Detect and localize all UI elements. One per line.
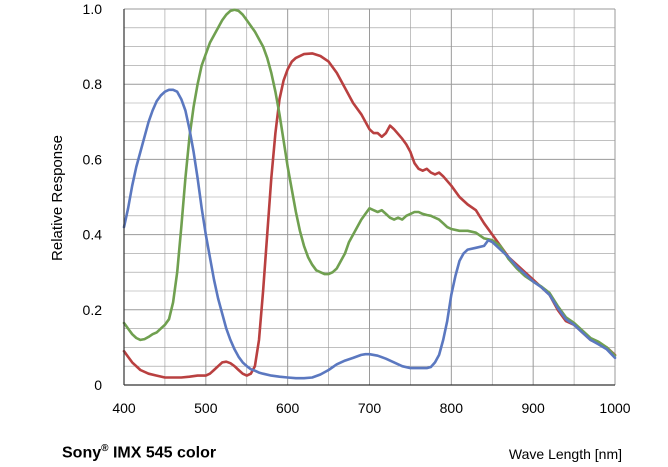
- y-tick-label: 0.8: [83, 76, 103, 92]
- y-tick-label: 0.6: [83, 151, 103, 167]
- x-axis-label: Wave Length [nm]: [508, 446, 622, 462]
- x-tick-label: 500: [194, 400, 218, 416]
- x-tick-label: 1000: [599, 400, 630, 416]
- y-tick-label: 1.0: [83, 1, 103, 17]
- caption-registered-mark: ®: [101, 443, 109, 454]
- sensor-caption: Sony® IMX 545 color: [62, 443, 216, 462]
- tick-labels: 400 500 600 700 800 900 1000 0 0.2 0.4 0.6 0.8 1.0: [83, 1, 631, 416]
- y-tick-label: 0: [94, 377, 102, 393]
- series-line-3: [122, 88, 617, 380]
- x-tick-label: 700: [358, 400, 382, 416]
- x-tick-label: 900: [521, 400, 545, 416]
- x-tick-label: 400: [112, 400, 136, 416]
- y-axis-label: Relative Response: [49, 135, 66, 261]
- series-line-2: [122, 8, 617, 357]
- x-tick-label: 600: [276, 400, 300, 416]
- axes: [123, 9, 615, 386]
- caption-model: IMX 545 color: [108, 444, 217, 462]
- caption-brand: Sony: [62, 444, 102, 462]
- grid: [123, 8, 616, 386]
- y-tick-label: 0.2: [83, 302, 103, 318]
- x-tick-label: 800: [440, 400, 464, 416]
- series-lines: [122, 8, 617, 380]
- y-tick-label: 0.4: [83, 227, 103, 243]
